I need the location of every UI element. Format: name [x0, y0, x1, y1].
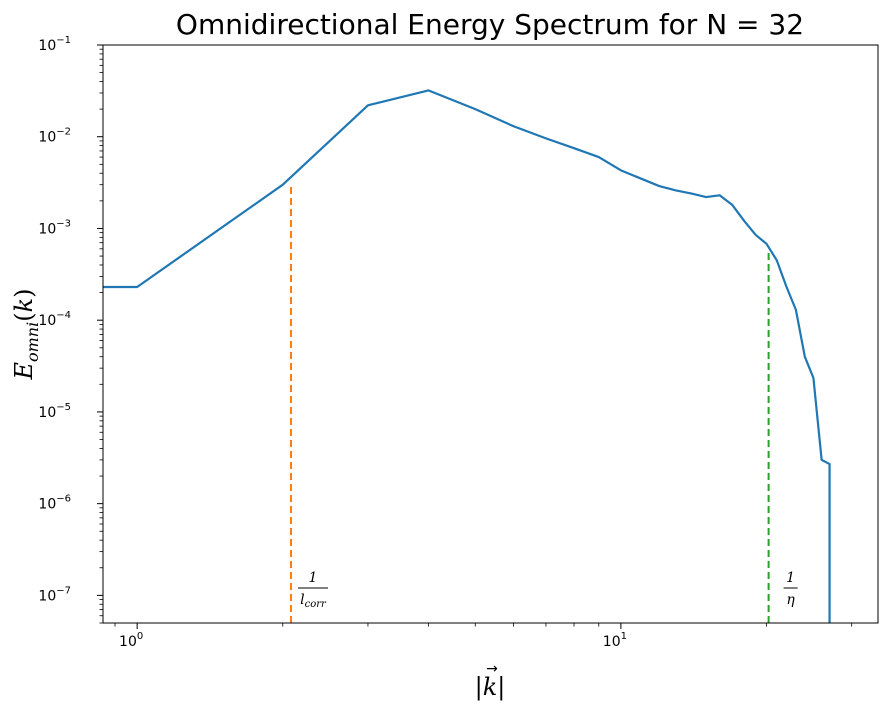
svg-text:1: 1	[786, 570, 795, 586]
plot-frame	[102, 44, 879, 624]
y-tick-label: 10−3	[38, 218, 71, 237]
chart-title: Omnidirectional Energy Spectrum for N = …	[176, 8, 804, 41]
x-axis-vector-arrow: →	[486, 661, 498, 677]
x-axis-label: |k|	[475, 673, 506, 702]
series-line-0	[103, 89, 831, 623]
x-tick-label: 100	[119, 631, 143, 650]
svg-text:1: 1	[309, 570, 318, 586]
y-axis-label: Eomni(k)	[10, 288, 42, 380]
y-tick-label: 10−5	[38, 402, 71, 421]
vline-label-0: 1 lcorr	[298, 570, 329, 610]
y-tick-label: 10−6	[38, 494, 71, 513]
y-tick-label: 10−7	[38, 585, 71, 604]
svg-text:Eomni(k): Eomni(k)	[10, 288, 42, 380]
y-tick-label: 10−1	[38, 35, 71, 54]
y-tick-label: 10−2	[38, 127, 71, 146]
svg-text:lcorr: lcorr	[300, 592, 327, 610]
y-tick-label: 10−4	[38, 310, 71, 329]
svg-text:η: η	[786, 592, 795, 608]
y-axis-ticks: 10−7 10−6 10−5 10−4 10−3 10−2 10−1	[38, 35, 103, 624]
vline-label-1: 1η	[783, 570, 798, 608]
x-tick-label: 101	[603, 631, 627, 650]
x-axis-ticks: 100 101	[114, 623, 853, 650]
